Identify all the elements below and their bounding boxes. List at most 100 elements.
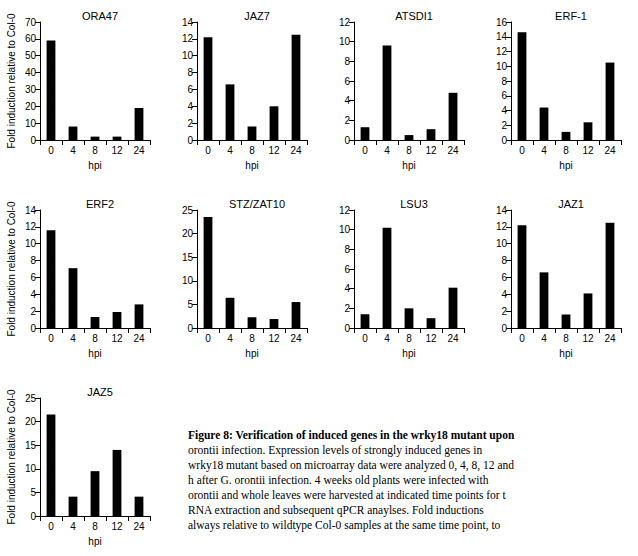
svg-text:0: 0 <box>344 135 350 146</box>
svg-text:0: 0 <box>30 135 36 146</box>
svg-text:24: 24 <box>133 521 145 532</box>
svg-text:12: 12 <box>339 17 351 28</box>
svg-text:4: 4 <box>384 145 390 156</box>
svg-text:6: 6 <box>344 264 350 275</box>
svg-text:24: 24 <box>133 145 145 156</box>
svg-text:12: 12 <box>496 46 508 57</box>
svg-text:0: 0 <box>48 521 54 532</box>
svg-text:0: 0 <box>48 333 54 344</box>
svg-text:LSU3: LSU3 <box>400 198 428 210</box>
svg-text:8: 8 <box>563 145 569 156</box>
svg-text:24: 24 <box>133 333 145 344</box>
svg-text:JAZ1: JAZ1 <box>558 198 584 210</box>
svg-text:4: 4 <box>501 289 507 300</box>
svg-text:8: 8 <box>187 67 193 78</box>
svg-text:8: 8 <box>501 255 507 266</box>
svg-text:hpi: hpi <box>245 160 258 171</box>
svg-text:6: 6 <box>30 272 36 283</box>
svg-text:ATSDI1: ATSDI1 <box>395 10 433 22</box>
svg-text:15: 15 <box>25 440 37 451</box>
svg-text:12: 12 <box>339 205 351 216</box>
svg-text:6: 6 <box>344 76 350 87</box>
svg-text:12: 12 <box>111 521 123 532</box>
svg-text:0: 0 <box>501 135 507 146</box>
svg-text:12: 12 <box>425 333 437 344</box>
svg-text:ERF2: ERF2 <box>86 198 114 210</box>
svg-text:10: 10 <box>339 36 351 47</box>
svg-text:6: 6 <box>501 90 507 101</box>
svg-text:0: 0 <box>30 323 36 334</box>
svg-text:40: 40 <box>25 67 37 78</box>
svg-text:8: 8 <box>92 145 98 156</box>
svg-text:70: 70 <box>25 17 37 28</box>
svg-text:hpi: hpi <box>245 348 258 359</box>
svg-text:0: 0 <box>501 323 507 334</box>
svg-text:10: 10 <box>25 118 37 129</box>
svg-text:2: 2 <box>344 115 350 126</box>
svg-text:8: 8 <box>92 333 98 344</box>
svg-text:hpi: hpi <box>402 160 415 171</box>
svg-text:4: 4 <box>70 145 76 156</box>
svg-text:8: 8 <box>406 333 412 344</box>
svg-text:4: 4 <box>344 95 350 106</box>
svg-text:JAZ5: JAZ5 <box>87 386 113 398</box>
svg-text:10: 10 <box>182 50 194 61</box>
svg-text:4: 4 <box>187 101 193 112</box>
svg-text:0: 0 <box>519 145 525 156</box>
svg-text:4: 4 <box>344 283 350 294</box>
svg-text:0: 0 <box>519 333 525 344</box>
svg-text:2: 2 <box>501 120 507 131</box>
svg-text:4: 4 <box>227 333 233 344</box>
svg-text:4: 4 <box>70 521 76 532</box>
svg-text:8: 8 <box>249 145 255 156</box>
svg-text:4: 4 <box>541 145 547 156</box>
svg-text:6: 6 <box>187 84 193 95</box>
svg-text:12: 12 <box>496 221 508 232</box>
svg-text:2: 2 <box>187 118 193 129</box>
svg-text:10: 10 <box>496 238 508 249</box>
svg-text:0: 0 <box>362 333 368 344</box>
svg-text:0: 0 <box>48 145 54 156</box>
svg-text:0: 0 <box>205 145 211 156</box>
svg-text:12: 12 <box>182 33 194 44</box>
svg-text:hpi: hpi <box>402 348 415 359</box>
svg-text:0: 0 <box>30 511 36 522</box>
svg-text:12: 12 <box>111 145 123 156</box>
svg-text:8: 8 <box>92 521 98 532</box>
svg-text:20: 20 <box>25 101 37 112</box>
svg-text:14: 14 <box>25 205 37 216</box>
svg-text:10: 10 <box>25 463 37 474</box>
svg-text:JAZ7: JAZ7 <box>244 10 270 22</box>
svg-text:8: 8 <box>344 244 350 255</box>
svg-text:hpi: hpi <box>559 160 572 171</box>
svg-text:5: 5 <box>187 299 193 310</box>
svg-text:hpi: hpi <box>88 536 101 547</box>
svg-text:15: 15 <box>182 252 194 263</box>
svg-text:0: 0 <box>187 323 193 334</box>
svg-text:4: 4 <box>541 333 547 344</box>
svg-text:12: 12 <box>111 333 123 344</box>
svg-text:10: 10 <box>182 275 194 286</box>
svg-text:20: 20 <box>182 228 194 239</box>
svg-text:12: 12 <box>425 145 437 156</box>
svg-text:12: 12 <box>582 333 594 344</box>
svg-text:24: 24 <box>290 145 302 156</box>
svg-text:hpi: hpi <box>88 160 101 171</box>
svg-text:8: 8 <box>563 333 569 344</box>
svg-text:24: 24 <box>447 145 459 156</box>
svg-text:4: 4 <box>501 105 507 116</box>
svg-text:4: 4 <box>70 333 76 344</box>
svg-text:ORA47: ORA47 <box>82 10 118 22</box>
svg-text:4: 4 <box>384 333 390 344</box>
svg-text:24: 24 <box>447 333 459 344</box>
svg-text:0: 0 <box>187 135 193 146</box>
svg-text:8: 8 <box>406 145 412 156</box>
svg-text:0: 0 <box>362 145 368 156</box>
svg-text:6: 6 <box>501 272 507 283</box>
svg-text:12: 12 <box>25 221 37 232</box>
svg-text:12: 12 <box>268 145 280 156</box>
svg-text:2: 2 <box>501 306 507 317</box>
svg-text:0: 0 <box>205 333 211 344</box>
svg-text:8: 8 <box>30 255 36 266</box>
svg-text:10: 10 <box>339 224 351 235</box>
